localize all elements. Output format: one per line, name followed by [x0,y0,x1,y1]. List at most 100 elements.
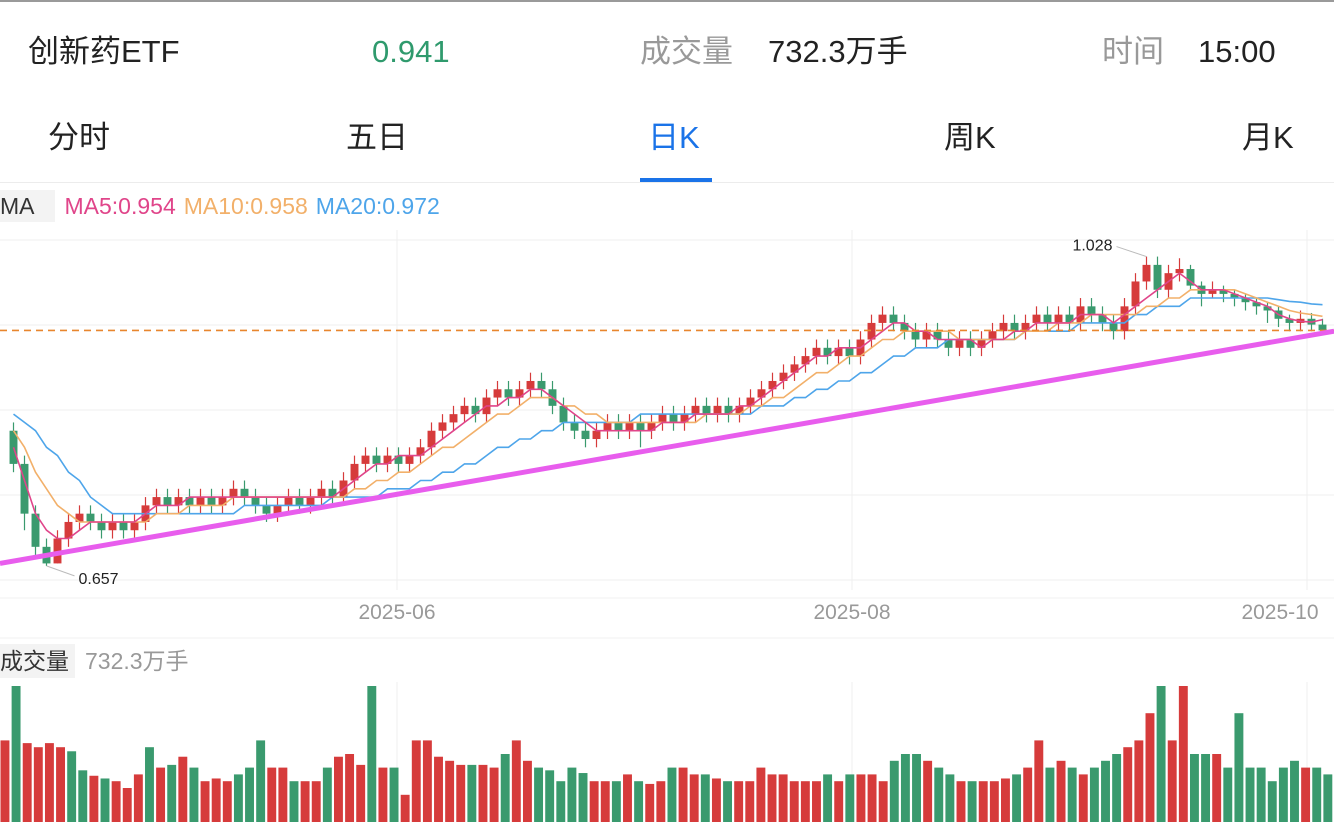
volume-bar-89 [989,781,999,822]
volume-bar-63 [700,774,710,822]
volume-bar-11 [122,788,132,822]
chart-overlays: 1.028 0.657 [0,238,1334,588]
volume-bar-54 [600,781,610,822]
tab-five-day[interactable]: 五日 [346,120,408,155]
volume-bar-22 [245,767,254,822]
support-trendline [0,328,1334,566]
volume-bars [0,686,1333,822]
candle-body-57 [636,422,645,431]
tab-daily-k[interactable]: 日K [648,120,700,155]
volume-bar-108 [1201,754,1211,822]
candle-body-33 [372,455,381,464]
candle-body-111 [1230,293,1239,299]
candle-body-100 [1109,322,1118,332]
volume-bar-15 [167,764,177,822]
candle-body-6 [75,513,84,522]
volume-bar-32 [356,764,366,822]
volume-bar-28 [311,781,321,822]
volume-bar-93 [1034,740,1044,822]
volume-bar-51 [567,767,577,822]
volume-bar-26 [289,781,299,822]
volume-bar-31 [345,754,355,822]
tab-monthly-k[interactable]: 月K [1242,120,1294,155]
volume-bar-115 [1278,767,1288,822]
volume-bar-47 [522,760,532,822]
candle-body-110 [1219,289,1228,294]
candle-body-61 [680,414,689,423]
tab-weekly-k[interactable]: 周K [944,120,996,155]
volume-bar-85 [945,774,955,822]
volume-bar-113 [1256,767,1266,822]
x-axis-ticks: 2025-06 2025-08 2025-10 [358,601,1318,624]
volume-bar-72 [800,781,810,822]
volume-bar-3 [33,747,43,822]
candle-body-36 [405,455,414,464]
volume-bar-40 [445,760,455,822]
candle-body-26 [295,497,304,506]
volume-bar-4 [44,743,54,822]
candle-body-71 [790,364,799,373]
high-annotation-label: 1.028 [1072,238,1112,255]
candle-body-48 [537,380,546,390]
volume-bar-17 [189,767,199,822]
volume-bar-111 [1234,713,1244,822]
volume-bar-112 [1245,767,1255,822]
candle-body-72 [801,356,810,365]
volume-bar-52 [578,773,588,822]
volume-bar-119 [1323,774,1333,822]
volume-bar-100 [1112,754,1122,822]
candle-body-27 [306,497,315,506]
time-label: 时间 [1102,34,1164,69]
candle-body-35 [394,455,403,464]
volume-bar-80 [889,760,899,822]
candle-body-54 [603,422,612,431]
candle-body-9 [108,521,117,531]
candle-body-41 [460,405,469,415]
candle-body-92 [1021,322,1030,332]
candle-body-2 [31,513,40,547]
candle-body-47 [526,380,535,390]
volume-bar-12 [133,774,143,822]
volume-bar-105 [1167,740,1177,822]
volume-bar-37 [411,740,421,822]
volume-bar-2 [22,743,32,822]
candle-body-15 [174,497,183,506]
volume-bar-98 [1089,767,1099,822]
volume-bar-24 [267,767,277,822]
candle-body-23 [262,505,271,514]
candle-body-70 [779,372,788,381]
volume-bar-82 [912,754,921,822]
volume-bar-43 [478,764,488,822]
volume-bar-87 [967,781,977,822]
moving-averages [12,272,1323,540]
ma10-value: MA10:0.958 [183,193,308,219]
candle-body-85 [944,339,953,348]
volume-bar-16 [178,756,188,822]
candle-body-82 [911,331,920,340]
ma-tag[interactable]: MA [0,190,55,222]
low-annotation-leader [46,565,75,577]
ma20-value: MA20:0.972 [315,193,440,219]
candle-body-29 [328,488,337,498]
volume-tag[interactable]: 成交量 [0,644,75,678]
volume-bar-1 [11,686,21,822]
volume-bar-79 [878,781,888,822]
volume-bar-102 [1134,740,1144,822]
volume-bar-10 [111,781,121,822]
volume-bar-62 [689,774,699,822]
volume-bar-55 [611,781,621,822]
volume-bar-13 [145,747,154,822]
volume-bar-91 [1012,774,1022,822]
candle-body-32 [361,455,370,464]
volume-legend-value: 732.3万手 [85,648,189,674]
volume-bar-75 [834,781,844,822]
volume-bar-29 [322,767,332,822]
volume-bar-97 [1078,774,1088,822]
volume-bar-39 [434,756,443,822]
volume-bar-45 [500,754,510,822]
candle-body-96 [1065,314,1074,323]
candle-body-102 [1131,281,1140,307]
tab-intraday[interactable]: 分时 [48,120,110,155]
candle-body-87 [966,339,975,348]
